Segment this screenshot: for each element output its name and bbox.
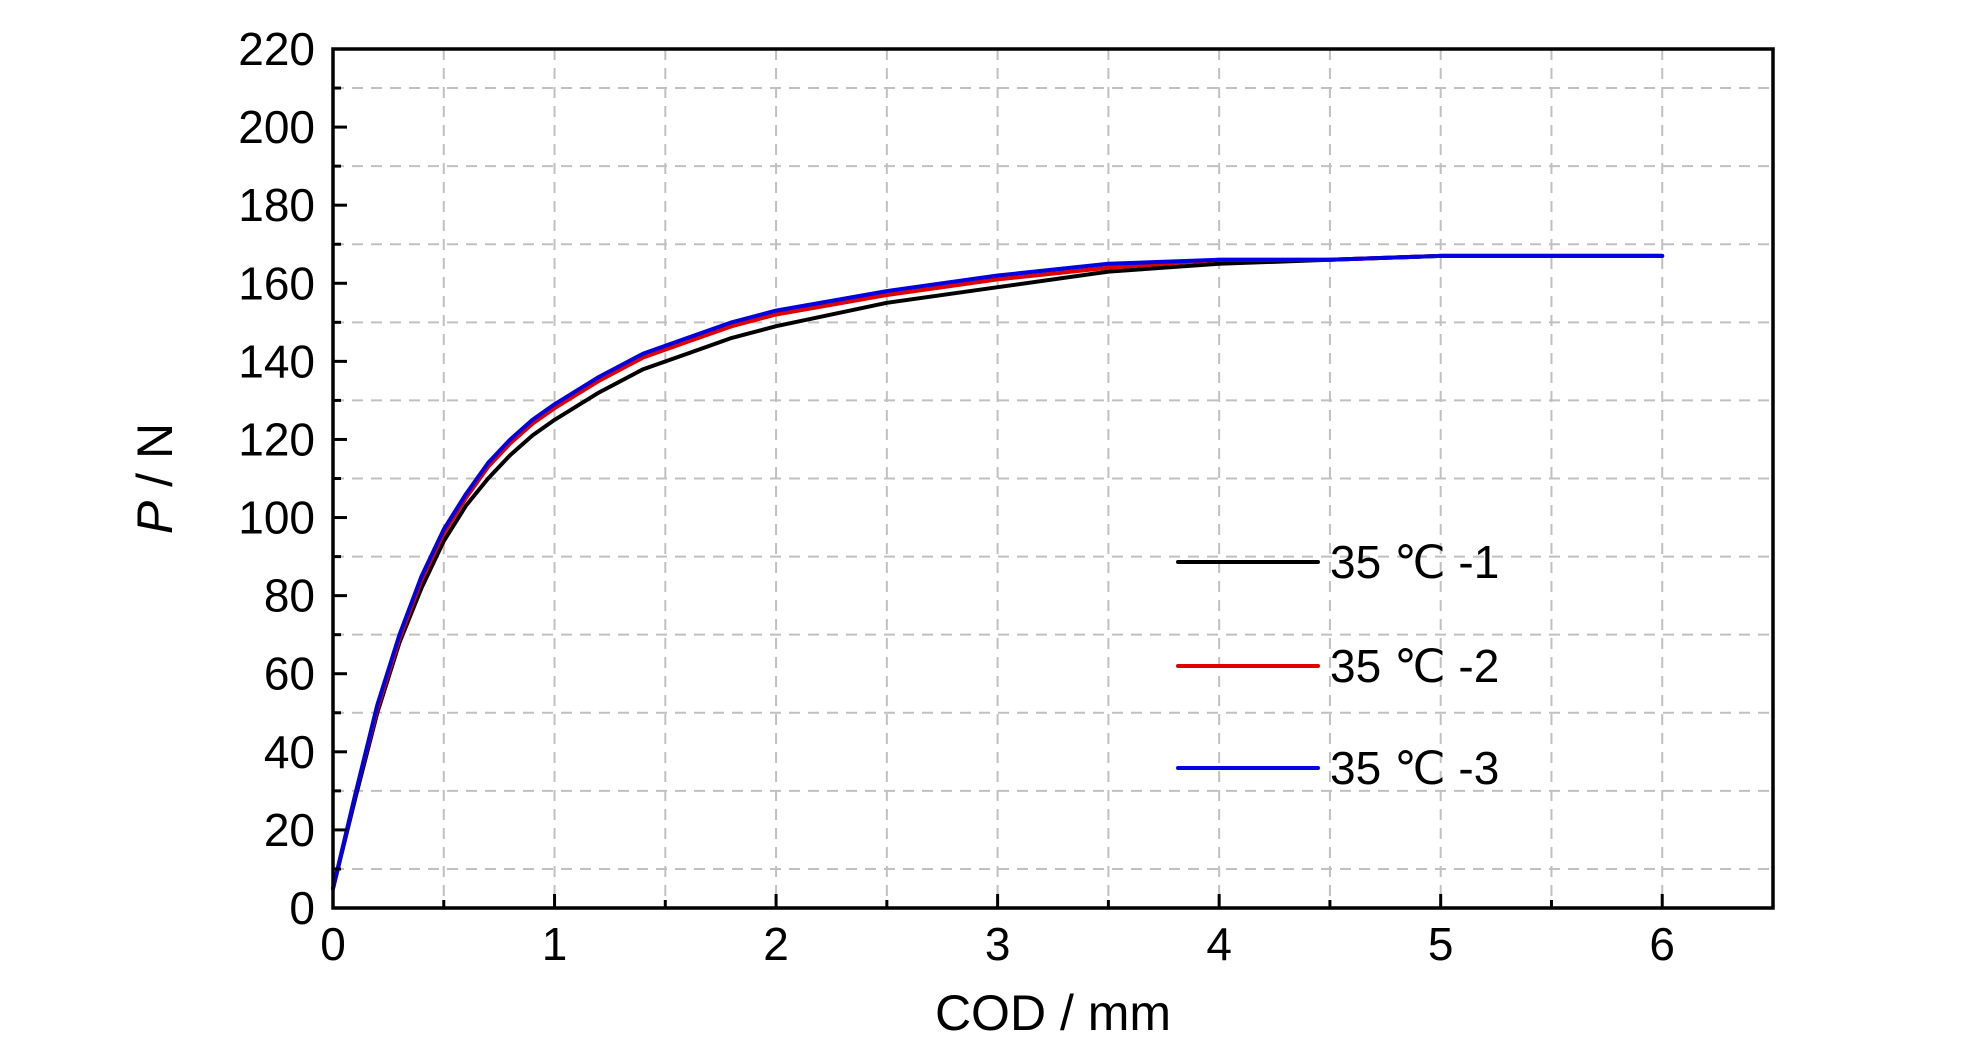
y-tick-label: 200 [238,101,315,153]
y-axis-title-symbol: P [127,500,183,534]
x-tick-label: 5 [1428,918,1454,970]
series-lines [331,253,1665,891]
y-axis-title-unit: / N [127,423,183,501]
series-line-1 [331,253,1665,891]
y-axis-title: P / N [127,423,183,534]
x-tick-label: 0 [320,918,346,970]
y-tick-label: 180 [238,179,315,231]
axis-ticks [331,47,1775,910]
x-axis-title: COD / mm [935,985,1171,1041]
y-tick-label: 20 [264,804,315,856]
x-tick-labels: 0 1 2 3 4 5 6 [320,918,1675,970]
x-tick-label: 3 [985,918,1011,970]
legend-label-series-2: 35 ℃ -2 [1330,640,1499,692]
y-tick-label: 0 [289,882,315,934]
y-tick-label: 140 [238,335,315,387]
legend-label-series-3: 35 ℃ -3 [1330,742,1499,794]
y-tick-label: 40 [264,726,315,778]
x-tick-label: 4 [1206,918,1232,970]
y-tick-label: 160 [238,257,315,309]
y-tick-label: 120 [238,413,315,465]
legend-label-series-1: 35 ℃ -1 [1330,536,1499,588]
y-tick-label: 80 [264,570,315,622]
grid-lines [333,49,1773,908]
y-tick-label: 220 [238,23,315,75]
y-tick-label: 100 [238,492,315,544]
legend: 35 ℃ -1 35 ℃ -2 35 ℃ -3 [1176,536,1499,794]
x-tick-label: 1 [542,918,568,970]
y-tick-labels: 0 20 40 60 80 100 120 140 160 180 200 220 [238,23,315,934]
x-tick-label: 2 [763,918,789,970]
y-tick-label: 60 [264,648,315,700]
series-line-3 [331,253,1665,891]
x-tick-label: 6 [1649,918,1675,970]
